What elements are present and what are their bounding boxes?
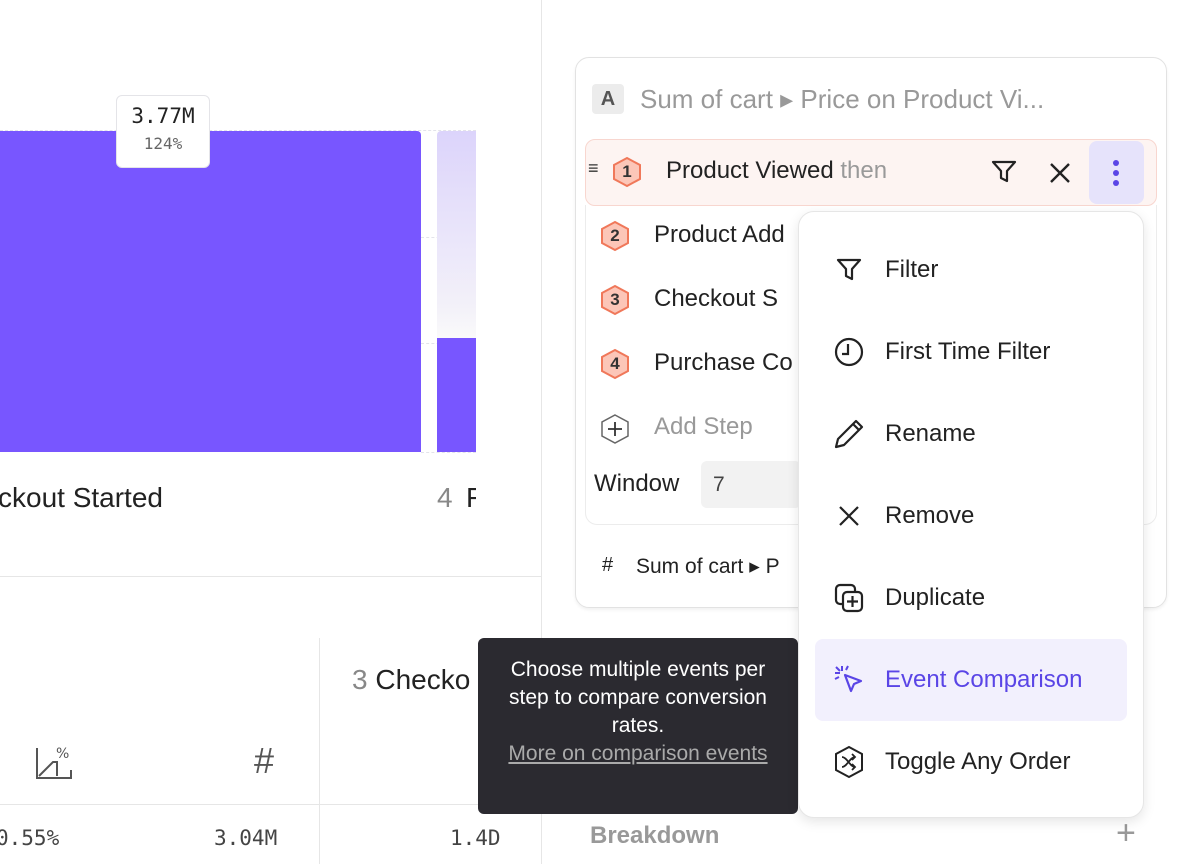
- table-divider: [0, 804, 541, 805]
- menu-item-duplicate[interactable]: Duplicate: [815, 557, 1127, 639]
- bar-percent: 124%: [143, 134, 183, 153]
- step-axis-label: F: [466, 482, 476, 513]
- step-axis-label: ckout Started: [0, 482, 163, 513]
- window-label: Window: [594, 470, 680, 497]
- divider: [541, 0, 542, 864]
- funnel-bar-step-4[interactable]: [437, 338, 476, 452]
- pencil-icon: [834, 419, 864, 449]
- remove-step-icon[interactable]: [1047, 160, 1073, 186]
- add-breakdown-button[interactable]: +: [1116, 814, 1136, 852]
- menu-item-rename[interactable]: Rename: [815, 393, 1127, 475]
- table-cell: 3.04M: [214, 826, 278, 850]
- x-icon: [839, 506, 859, 526]
- table-cell: 1.4D: [450, 826, 501, 850]
- add-step-icon[interactable]: [600, 413, 630, 445]
- funnel-bar-step-3[interactable]: [0, 131, 421, 452]
- metric-letter-badge: A: [592, 84, 624, 114]
- gridline: [0, 130, 476, 131]
- bar-value: 3.77M: [131, 104, 195, 128]
- step-number: 4: [437, 482, 453, 513]
- gridline: [421, 452, 476, 453]
- menu-item-toggle-any-order[interactable]: Toggle Any Order: [815, 721, 1127, 803]
- table-cell: 0.55%: [0, 826, 60, 850]
- clock-icon: [834, 337, 864, 367]
- step-name[interactable]: Product Viewed then: [666, 157, 888, 184]
- menu-item-first-time-filter[interactable]: First Time Filter: [815, 311, 1127, 393]
- tooltip-link[interactable]: More on comparison events: [508, 742, 768, 765]
- filter-icon[interactable]: [990, 158, 1018, 186]
- drag-handle-icon[interactable]: ≡: [588, 158, 599, 178]
- more-options-button[interactable]: [1089, 141, 1144, 204]
- metric-title[interactable]: Sum of cart ▸ Price on Product Vi...: [640, 84, 1045, 114]
- bar-value-label: 3.77M 124%: [116, 95, 210, 168]
- divider: [0, 576, 541, 577]
- measure-label[interactable]: Sum of cart ▸ P: [636, 555, 780, 578]
- step-badge: 4: [600, 348, 630, 380]
- count-hash-icon[interactable]: #: [254, 740, 275, 781]
- step-name: Checko: [375, 664, 471, 695]
- menu-item-remove[interactable]: Remove: [815, 475, 1127, 557]
- menu-item-filter[interactable]: Filter: [815, 229, 1127, 311]
- step-number: 3: [352, 664, 368, 695]
- tooltip-text: Choose multiple events per step to compa…: [509, 658, 767, 737]
- step-name[interactable]: Product Add: [654, 221, 785, 248]
- funnel-bar-dropoff[interactable]: [437, 131, 476, 338]
- step-badge: 3: [600, 284, 630, 316]
- step-name[interactable]: Checkout S: [654, 285, 779, 312]
- svg-text:%: %: [56, 746, 69, 762]
- hash-icon: #: [602, 554, 614, 576]
- breakdown-label: Breakdown: [590, 822, 720, 849]
- menu-item-event-comparison[interactable]: Event Comparison: [815, 639, 1127, 721]
- conversion-percent-icon[interactable]: %: [34, 744, 74, 782]
- step-name[interactable]: Purchase Co: [654, 349, 793, 376]
- step-badge: 2: [600, 220, 630, 252]
- shuffle-icon: [835, 745, 863, 779]
- table-column-header: 3 Checko: [352, 664, 470, 696]
- kebab-icon: [1113, 160, 1119, 186]
- filter-icon: [836, 258, 862, 281]
- step-options-menu: Filter First Time Filter Rename Remove D…: [798, 211, 1144, 818]
- table-divider: [319, 638, 320, 864]
- add-step-button[interactable]: Add Step: [654, 413, 753, 440]
- step-badge: 1: [612, 156, 642, 188]
- window-input[interactable]: 7: [701, 461, 801, 508]
- duplicate-icon: [834, 583, 864, 613]
- cursor-click-icon: [834, 665, 863, 693]
- tooltip: Choose multiple events per step to compa…: [478, 638, 798, 814]
